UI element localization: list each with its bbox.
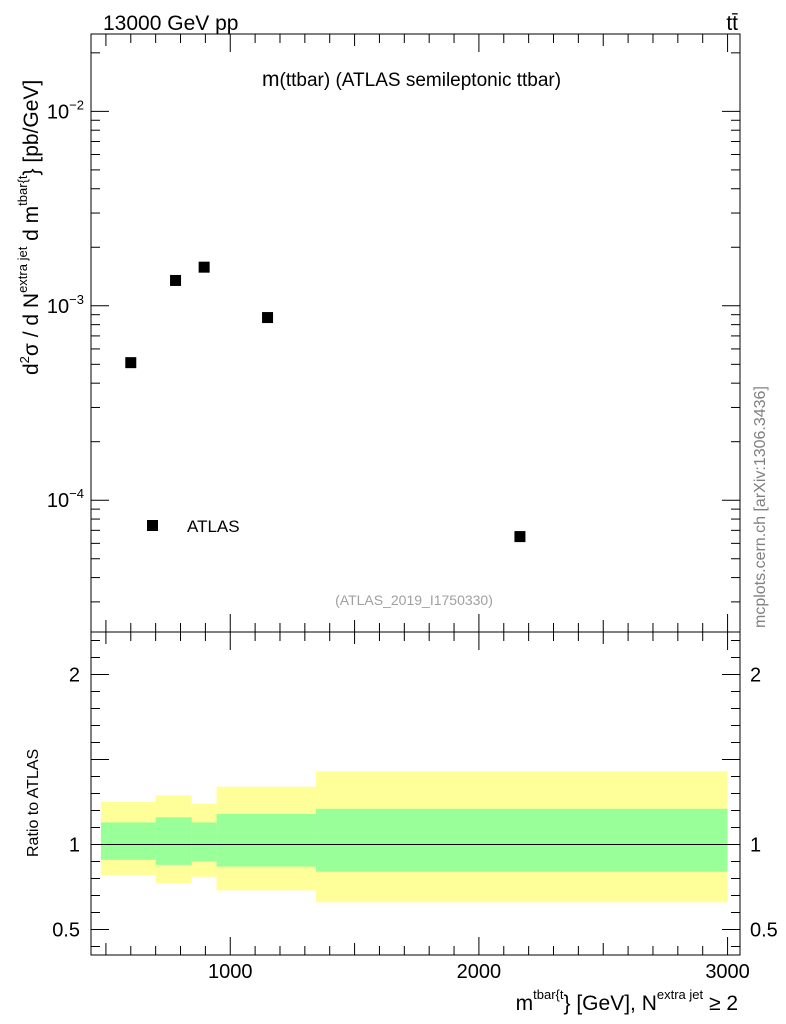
main-marks xyxy=(125,261,526,543)
ratio-x-ticks: 1000 2000 3000 xyxy=(105,632,750,983)
ratio-band-bin xyxy=(216,813,317,867)
ratio-panel: 2 2 1 1 0.5 0.5 1000 2000 3000 Ratio to ATLAS m… xyxy=(25,631,778,1015)
data-point xyxy=(170,274,182,286)
ratio-y-tick-label-left: 2 xyxy=(69,665,80,687)
data-point xyxy=(198,261,210,273)
x-axis-label: mtbar{t} [GeV], Nextra jet ≥ 2 xyxy=(516,987,738,1015)
ratio-bands xyxy=(100,771,728,903)
analysis-watermark: (ATLAS_2019_I1750330) xyxy=(335,592,493,608)
x-tick-label: 3000 xyxy=(705,961,750,983)
ratio-band-bin xyxy=(155,817,192,865)
main-y-tick-label: 10−2 xyxy=(47,97,84,123)
ratio-y-tick-label-right: 2 xyxy=(750,665,761,687)
main-y-axis-label: d2σ / d Nextra jet d mtbar{t} [pb/GeV] xyxy=(15,80,43,375)
x-tick-label: 2000 xyxy=(457,961,502,983)
ratio-band-bin xyxy=(100,822,156,860)
main-y-tick-label: 10−4 xyxy=(47,486,84,512)
main-frame xyxy=(90,33,741,633)
ratio-y-tick-label-left: 1 xyxy=(69,835,80,857)
legend-marker-atlas xyxy=(147,520,158,531)
ratio-y-tick-label-right: 1 xyxy=(750,835,761,857)
legend-label-atlas: ATLAS xyxy=(187,517,240,536)
source-side-label: mcplots.cern.ch [arXiv:1306.3436] xyxy=(752,386,769,628)
ratio-band-bin xyxy=(316,808,728,872)
ratio-y-tick-label-left: 0.5 xyxy=(52,920,80,942)
main-x-ticks xyxy=(105,34,729,632)
header-right: tt̄ xyxy=(726,12,738,35)
ratio-band-bin xyxy=(191,822,217,862)
main-y-ticks: 10−2 10−3 10−4 xyxy=(47,52,740,603)
ratio-y-tick-label-right: 0.5 xyxy=(750,920,778,942)
data-point xyxy=(514,531,526,543)
x-tick-label: 1000 xyxy=(208,961,253,983)
data-point xyxy=(125,357,137,369)
main-title: m(ttbar) (ATLAS semileptonic ttbar) xyxy=(262,68,561,91)
ratio-y-axis-label: Ratio to ATLAS xyxy=(25,749,42,857)
header-left: 13000 GeV pp xyxy=(103,12,238,35)
main-y-tick-label: 10−3 xyxy=(47,292,84,318)
ratio-y-ticks: 2 2 1 1 0.5 0.5 xyxy=(52,640,778,947)
main-panel: 10−2 10−3 10−4 m(ttbar) (ATLAS semileptoni… xyxy=(15,33,741,633)
data-point xyxy=(262,312,274,324)
